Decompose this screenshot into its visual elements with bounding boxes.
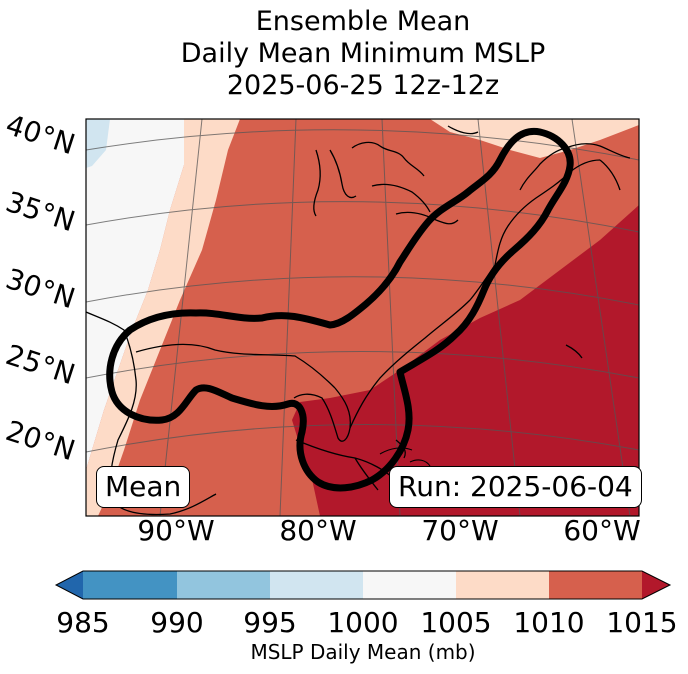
mean-label-box: Mean <box>96 466 191 508</box>
lon-label-80w: 80°W <box>279 514 357 547</box>
colorbar-bin-1000-1005 <box>363 571 456 599</box>
map-area <box>86 119 639 516</box>
title-line-3: 2025-06-25 12z-12z <box>226 70 500 101</box>
coastlines <box>86 125 631 516</box>
colorbar-tick-1000: 1000 <box>327 606 399 639</box>
colorbar-extend-high <box>642 571 670 599</box>
islands <box>379 447 431 467</box>
colorbar-label: MSLP Daily Mean (mb) <box>250 640 476 664</box>
region-contour <box>106 127 574 492</box>
colorbar-tick-1010: 1010 <box>513 606 585 639</box>
colorbar-tick-995: 995 <box>243 606 297 639</box>
colorbar-tick-1005: 1005 <box>420 606 492 639</box>
colorbar-bin-985-990 <box>83 571 177 599</box>
lon-label-70w: 70°W <box>421 514 499 547</box>
lon-label-60w: 60°W <box>563 514 641 547</box>
map-frame <box>85 118 640 517</box>
colorbar-outline <box>54 570 672 600</box>
colorbar-extend-low <box>56 571 83 599</box>
pressure-1005-1010-northeast <box>430 119 639 158</box>
colorbar-tick-1015: 1015 <box>606 606 678 639</box>
colorbar-tick-990: 990 <box>150 606 204 639</box>
pressure-995-1000-field <box>86 119 110 168</box>
run-date-box: Run: 2025-06-04 <box>389 466 642 508</box>
pressure-above-1015-field <box>292 205 639 516</box>
title-line-2: Daily Mean Minimum MSLP <box>180 38 546 69</box>
title-line-1: Ensemble Mean <box>255 6 471 37</box>
colorbar-bin-995-1000 <box>270 571 363 599</box>
colorbar-bin-1010-1015 <box>549 571 642 599</box>
lon-label-90w: 90°W <box>137 514 215 547</box>
colorbar-bin-1005-1010 <box>456 571 549 599</box>
colorbar-bin-990-995 <box>177 571 270 599</box>
colorbar-tick-985: 985 <box>56 606 110 639</box>
